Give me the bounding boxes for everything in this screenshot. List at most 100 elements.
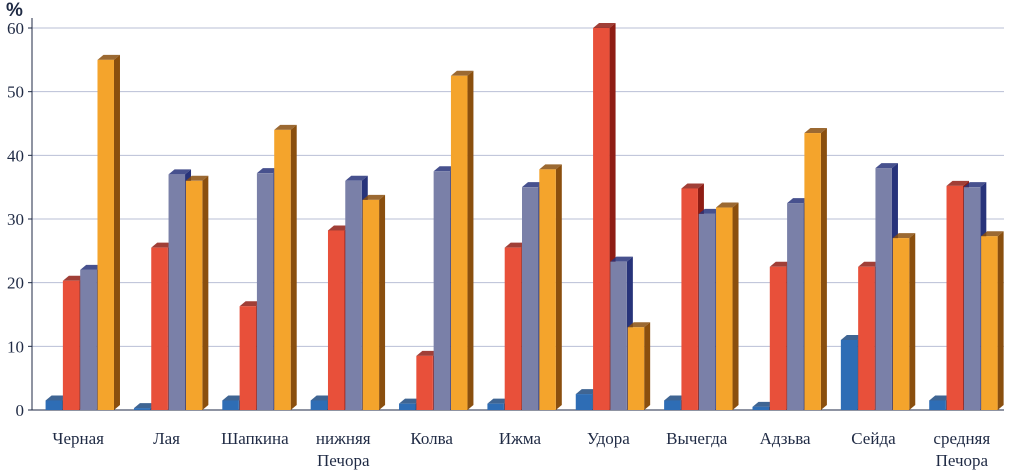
bar-front xyxy=(45,400,63,410)
bar-front xyxy=(664,400,681,410)
category-label: Черная xyxy=(52,429,104,448)
bar-side xyxy=(113,54,120,410)
y-tick-label: 60 xyxy=(7,19,24,38)
bar-top xyxy=(610,256,633,262)
bar-top xyxy=(539,164,562,170)
bar-front xyxy=(946,185,964,410)
category-label: Удора xyxy=(587,429,630,448)
y-tick-label: 50 xyxy=(7,83,24,102)
bar-front xyxy=(681,188,698,410)
bar-top xyxy=(450,70,474,76)
bar-top xyxy=(45,395,69,401)
category-label: Сейда xyxy=(851,429,896,448)
bar-top xyxy=(575,389,599,395)
bar-top xyxy=(681,183,704,189)
category-label: Колва xyxy=(410,429,453,448)
bar-front xyxy=(627,327,645,410)
y-tick-label: 20 xyxy=(7,274,24,293)
bar-series xyxy=(45,23,1004,411)
bar-front xyxy=(168,174,186,410)
bar xyxy=(185,175,209,410)
category-label: Лая xyxy=(153,429,180,448)
bar-front xyxy=(274,129,291,410)
bar-top xyxy=(627,322,651,328)
bar-top xyxy=(858,261,881,267)
bar-front xyxy=(858,266,875,410)
bar-front xyxy=(433,171,451,410)
bar-top xyxy=(310,395,334,401)
bar-top xyxy=(399,398,422,404)
bar-side xyxy=(909,233,916,410)
bar-front xyxy=(133,408,151,410)
bar-top xyxy=(327,225,351,231)
bar-top xyxy=(752,401,775,407)
bar xyxy=(274,124,297,410)
bar-top xyxy=(963,182,987,188)
bar xyxy=(362,194,386,410)
bar-top xyxy=(875,163,898,169)
bar-top xyxy=(416,350,439,356)
bar-front xyxy=(752,406,769,410)
bar-front xyxy=(981,236,998,410)
bar-top xyxy=(80,264,103,270)
bar-top xyxy=(929,395,952,401)
bar-side xyxy=(555,164,562,410)
bar-side xyxy=(820,128,827,411)
bar-side xyxy=(467,70,474,410)
y-tick-label: 40 xyxy=(7,146,24,165)
bar-top xyxy=(133,403,157,409)
bar-front xyxy=(310,400,328,410)
category-label: средняя Печора xyxy=(933,429,990,470)
category-label: Адзьва xyxy=(760,429,811,448)
bar-top xyxy=(787,198,810,204)
bar xyxy=(627,322,651,410)
y-tick-label: 10 xyxy=(7,337,24,356)
bar-top xyxy=(981,231,1004,237)
bar xyxy=(450,70,474,410)
bar-top xyxy=(593,23,616,28)
bar-top xyxy=(840,334,864,340)
bar-front xyxy=(804,133,821,411)
bar-front xyxy=(963,187,981,410)
bar-top xyxy=(185,175,209,181)
bar-front xyxy=(504,247,522,410)
bar-front xyxy=(416,355,433,410)
bar-side xyxy=(997,231,1004,410)
bar-top xyxy=(256,168,280,174)
bar-front xyxy=(450,75,468,410)
bar-front xyxy=(522,187,539,410)
bar-front xyxy=(399,403,416,410)
bar-top xyxy=(487,398,510,404)
bar-front xyxy=(80,269,97,410)
bar-front xyxy=(256,173,274,410)
bar-top xyxy=(522,182,545,188)
bar-top xyxy=(804,128,827,134)
bar-side xyxy=(732,202,739,410)
bar-top xyxy=(769,261,793,267)
bar-top xyxy=(151,242,174,248)
y-tick-label: 30 xyxy=(7,210,24,229)
category-labels: Черная Лая Шапкина нижняя Печора Колва Ижма Удо… xyxy=(52,429,990,470)
bar-front xyxy=(610,261,627,410)
bar-side xyxy=(290,124,297,410)
bar-top xyxy=(239,301,263,307)
bar-top xyxy=(345,175,368,181)
bar-top xyxy=(97,54,120,60)
category-label: Шапкина xyxy=(221,429,289,448)
bar-front xyxy=(239,306,257,410)
bar xyxy=(539,164,562,410)
bar-front xyxy=(487,403,504,410)
y-tick-label: 0 xyxy=(16,401,25,420)
bar-front xyxy=(539,169,556,410)
bar-top xyxy=(433,166,457,172)
bar xyxy=(981,231,1004,410)
bar-front xyxy=(575,394,593,410)
bar-side xyxy=(644,322,651,410)
bar-top xyxy=(504,242,528,248)
bar-front xyxy=(929,400,946,410)
bar xyxy=(716,202,739,410)
bar-front xyxy=(185,180,203,410)
bar-front xyxy=(327,230,345,410)
bar-front xyxy=(892,238,910,410)
